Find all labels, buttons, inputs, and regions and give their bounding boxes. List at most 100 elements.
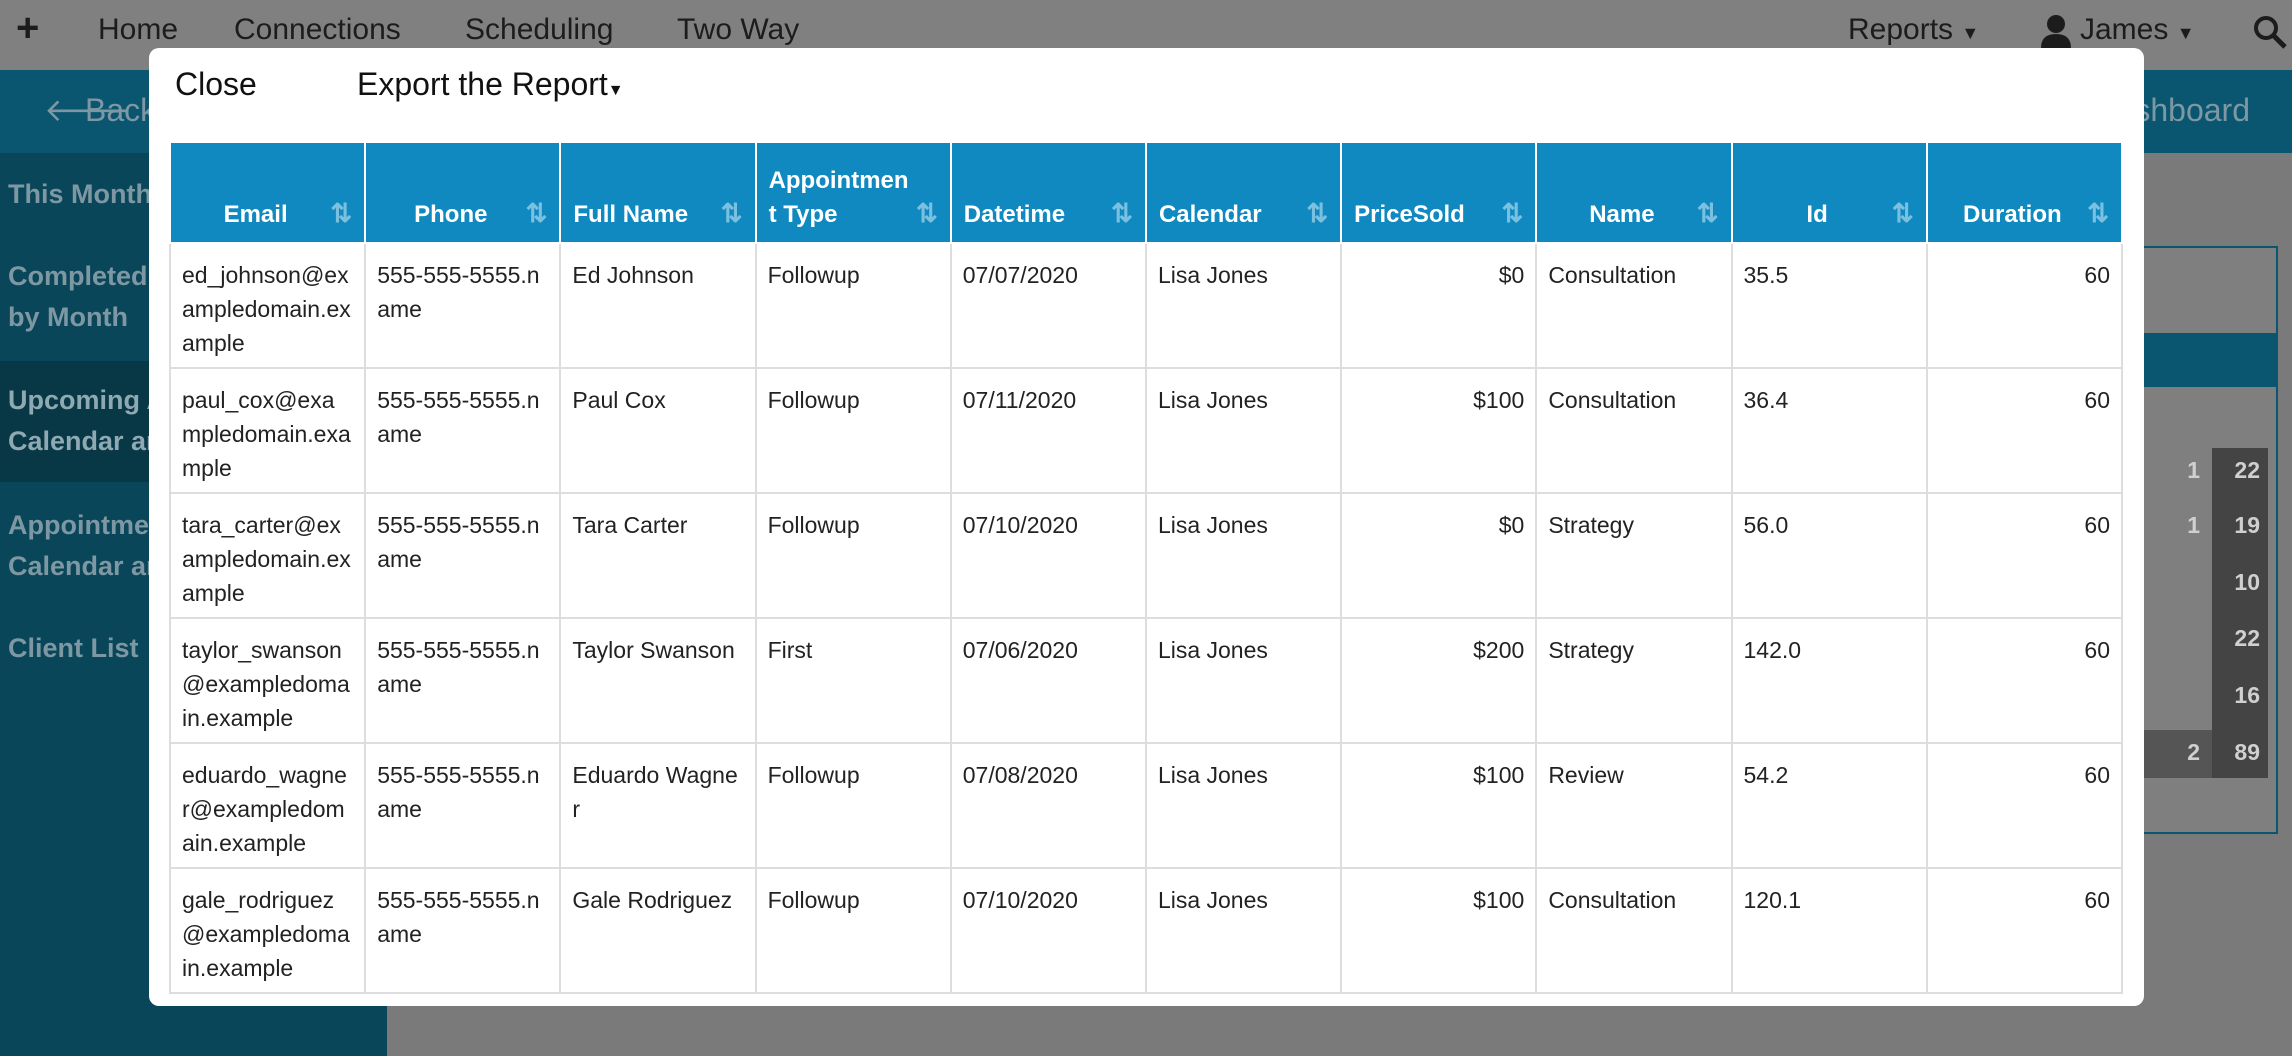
table-row: paul_cox@exampledomain.example 555-555-55… <box>168 367 2124 494</box>
sort-icon: ⇅ <box>1501 198 1524 228</box>
table-cell: Ed Johnson <box>559 242 757 369</box>
nav-text: Reports <box>1848 13 1954 46</box>
bg-count: 1 <box>2187 512 2200 538</box>
table-cell: eduardo_wagner@exampledomain.example <box>168 742 367 869</box>
table-cell: First <box>754 617 952 744</box>
table-cell: $0 <box>1340 492 1538 619</box>
table-cell: paul_cox@exampledomain.example <box>168 367 367 494</box>
table-cell: 35.5 <box>1730 242 1928 369</box>
table-cell: Followup <box>754 367 952 494</box>
table-cell: 142.0 <box>1730 617 1928 744</box>
table-cell: 07/10/2020 <box>949 492 1147 619</box>
column-header[interactable]: Appointment Type ⇅ <box>754 143 952 244</box>
column-header[interactable]: Duration ⇅ <box>1925 143 2124 244</box>
sort-icon: ⇅ <box>1891 198 1914 228</box>
back-link[interactable]: Back <box>85 92 157 128</box>
table-cell: 07/08/2020 <box>949 742 1147 869</box>
nav-dropdown[interactable]: James ▼ <box>2080 13 2195 46</box>
column-header[interactable]: Calendar ⇅ <box>1144 143 1343 244</box>
table-cell: 60 <box>1925 492 2124 619</box>
search-icon[interactable] <box>2252 14 2288 50</box>
sort-icon: ⇅ <box>330 198 353 228</box>
table-cell: Paul Cox <box>559 367 757 494</box>
nav-link[interactable]: Connections <box>234 13 401 46</box>
table-row: gale_rodriguez@exampledomain.example 555-… <box>168 867 2124 994</box>
table-cell: Consultation <box>1535 867 1733 994</box>
table-cell: Tara Carter <box>559 492 757 619</box>
header-text: Full Name <box>573 201 689 228</box>
table-cell: Strategy <box>1535 492 1733 619</box>
table-cell: Consultation <box>1535 367 1733 494</box>
bg-total: 22 <box>2234 625 2260 651</box>
nav-link[interactable]: Two Way <box>677 13 800 46</box>
sidebar-item[interactable]: Appointmen <box>8 510 166 540</box>
table-cell: Lisa Jones <box>1144 617 1343 744</box>
table-cell: Lisa Jones <box>1144 742 1343 869</box>
table-cell: Strategy <box>1535 617 1733 744</box>
table-cell: 60 <box>1925 367 2124 494</box>
table-cell: $0 <box>1340 242 1538 369</box>
table-cell: 36.4 <box>1730 367 1928 494</box>
table-cell: 60 <box>1925 742 2124 869</box>
table-cell: taylor_swanson@exampledomain.example <box>168 617 367 744</box>
sort-icon: ⇅ <box>1111 198 1133 228</box>
nav-link[interactable]: Home <box>98 13 179 46</box>
table-cell: $100 <box>1340 742 1538 869</box>
bg-total: 89 <box>2234 739 2260 765</box>
column-header[interactable]: PriceSold ⇅ <box>1340 143 1538 244</box>
export-dropdown[interactable]: Export the Report▼ <box>357 66 624 102</box>
sidebar-item[interactable]: Upcoming A <box>8 385 166 415</box>
close-button[interactable]: Close <box>175 66 257 102</box>
bg-total: 16 <box>2234 682 2260 708</box>
sidebar-item[interactable]: This Month <box>8 179 152 209</box>
table-cell: 07/11/2020 <box>949 367 1147 494</box>
table-cell: 555-555-5555.name <box>364 367 562 494</box>
bg-total: 10 <box>2234 569 2260 595</box>
column-header[interactable]: Id ⇅ <box>1730 143 1928 244</box>
sidebar-item[interactable]: Calendar an <box>8 426 163 456</box>
sidebar-item[interactable]: Client List <box>8 633 139 663</box>
header-text: Duration <box>1963 201 2062 228</box>
bg-total: 22 <box>2234 457 2260 483</box>
header-text: PriceSold <box>1354 201 1465 228</box>
sidebar-item[interactable]: Calendar an <box>8 551 163 581</box>
table-cell: Lisa Jones <box>1144 367 1343 494</box>
header-text: Id <box>1806 201 1828 228</box>
nav-link[interactable]: Scheduling <box>465 13 614 46</box>
column-header[interactable]: Full Name ⇅ <box>559 143 757 244</box>
sort-icon: ⇅ <box>915 198 938 228</box>
table-cell: Lisa Jones <box>1144 867 1343 994</box>
column-header[interactable]: Phone ⇅ <box>364 143 562 244</box>
bg-dark-col <box>2212 448 2268 778</box>
header-text: Appointment Type <box>768 167 909 228</box>
user-icon <box>2041 15 2071 48</box>
table-cell: 555-555-5555.name <box>364 242 562 369</box>
sidebar-item[interactable]: Completed <box>8 261 148 291</box>
sidebar-item[interactable]: by Month <box>8 302 128 332</box>
table-cell: Followup <box>754 492 952 619</box>
table-row: eduardo_wagner@exampledomain.example 555-… <box>168 742 2124 869</box>
table-cell: Followup <box>754 742 952 869</box>
table-cell: 555-555-5555.name <box>364 492 562 619</box>
table-cell: gale_rodriguez@exampledomain.example <box>168 867 367 994</box>
bg-count: 2 <box>2187 739 2200 765</box>
table-cell: 555-555-5555.name <box>364 742 562 869</box>
column-header[interactable]: Datetime ⇅ <box>949 143 1147 244</box>
sort-icon: ⇅ <box>1696 198 1719 228</box>
table-cell: ed_johnson@exampledomain.example <box>168 242 367 369</box>
table-cell: Lisa Jones <box>1144 492 1343 619</box>
table-cell: Followup <box>754 242 952 369</box>
nav-dropdown[interactable]: Reports ▼ <box>1848 13 1980 46</box>
table-cell: 60 <box>1925 617 2124 744</box>
table-cell: 555-555-5555.name <box>364 617 562 744</box>
table-cell: Gale Rodriguez <box>559 867 757 994</box>
add-icon[interactable]: + <box>16 6 40 50</box>
sort-icon: ⇅ <box>720 198 743 228</box>
column-header[interactable]: Name ⇅ <box>1535 143 1733 244</box>
column-header[interactable]: Email ⇅ <box>168 143 367 244</box>
table-row: taylor_swanson@exampledomain.example 555-… <box>168 617 2124 744</box>
bg-total: 19 <box>2234 512 2260 538</box>
sort-icon: ⇅ <box>525 198 548 228</box>
table-cell: Followup <box>754 867 952 994</box>
